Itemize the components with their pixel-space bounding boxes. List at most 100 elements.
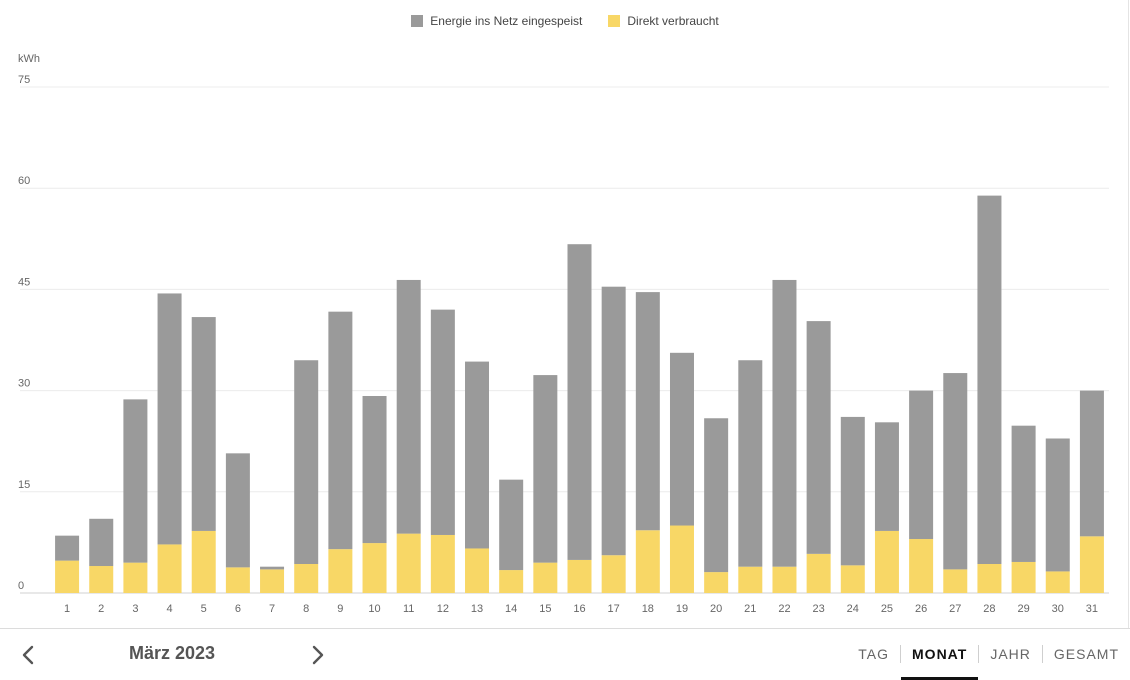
bar-segment[interactable] — [430, 534, 455, 593]
y-tick-label: 75 — [18, 74, 30, 86]
x-tick-label: 7 — [269, 603, 275, 615]
bar-segment[interactable] — [362, 543, 387, 593]
bar-segment[interactable] — [396, 533, 421, 593]
bar-segment[interactable] — [430, 309, 455, 535]
bar-segment[interactable] — [1079, 536, 1104, 593]
legend-item-direct-use[interactable]: Direkt verbraucht — [608, 14, 719, 28]
bar-segment[interactable] — [225, 453, 250, 568]
x-tick-label: 4 — [167, 603, 173, 615]
tab-divider — [1041, 645, 1043, 663]
bar-segment[interactable] — [806, 321, 831, 554]
x-tick-label: 18 — [642, 603, 654, 615]
bar-segment[interactable] — [1079, 390, 1104, 537]
x-tick-label: 5 — [201, 603, 207, 615]
bar-segment[interactable] — [738, 566, 763, 593]
x-tick-label: 27 — [949, 603, 961, 615]
bar-segment[interactable] — [328, 311, 353, 550]
chevron-right-icon[interactable] — [305, 643, 329, 667]
bars — [55, 195, 1104, 593]
bar-segment[interactable] — [465, 548, 490, 593]
bar-segment[interactable] — [89, 566, 114, 593]
bar-segment[interactable] — [909, 539, 934, 593]
bar-segment[interactable] — [533, 562, 558, 593]
tab-gesamt[interactable]: GESAMT — [1053, 646, 1119, 662]
x-tick-label: 28 — [983, 603, 995, 615]
bar-segment[interactable] — [704, 572, 729, 593]
chart-right-border — [1128, 0, 1129, 628]
bar-segment[interactable] — [123, 399, 148, 563]
bar-segment[interactable] — [260, 566, 285, 570]
bar-segment[interactable] — [977, 563, 1002, 593]
bar-segment[interactable] — [55, 535, 80, 561]
bar-segment[interactable] — [943, 569, 968, 593]
bar-segment[interactable] — [601, 555, 626, 593]
x-tick-label: 19 — [676, 603, 688, 615]
x-tick-label: 10 — [368, 603, 380, 615]
bar-segment[interactable] — [1045, 438, 1070, 572]
tab-tag[interactable]: TAG — [858, 646, 890, 662]
period-footer: März 2023 TAG MONAT JAHR GESAMT — [0, 628, 1130, 680]
bar-segment[interactable] — [977, 195, 1002, 564]
bar-segment[interactable] — [260, 569, 285, 593]
legend-label-grid-feed: Energie ins Netz eingespeist — [430, 14, 583, 28]
x-tick-label: 9 — [337, 603, 343, 615]
x-tick-label: 16 — [573, 603, 585, 615]
legend-swatch-direct-use — [608, 15, 621, 27]
x-tick-label: 1 — [64, 603, 70, 615]
bar-segment[interactable] — [396, 279, 421, 534]
x-tick-label: 12 — [437, 603, 449, 615]
bar-segment[interactable] — [635, 530, 660, 593]
bar-segment[interactable] — [874, 530, 899, 593]
bar-segment[interactable] — [943, 373, 968, 570]
x-tick-label: 29 — [1017, 603, 1029, 615]
x-tick-label: 21 — [744, 603, 756, 615]
bar-segment[interactable] — [874, 422, 899, 531]
bar-segment[interactable] — [669, 525, 694, 593]
bar-segment[interactable] — [362, 395, 387, 544]
x-tick-label: 31 — [1086, 603, 1098, 615]
bar-segment[interactable] — [191, 317, 216, 531]
chart-legend: Energie ins Netz eingespeist Direkt verb… — [0, 14, 1130, 28]
bar-segment[interactable] — [55, 560, 80, 593]
bar-segment[interactable] — [89, 518, 114, 567]
y-tick-label: 0 — [18, 580, 24, 592]
legend-label-direct-use: Direkt verbraucht — [627, 14, 719, 28]
y-tick-label: 60 — [18, 175, 30, 187]
tab-monat[interactable]: MONAT — [901, 629, 979, 680]
bar-segment[interactable] — [157, 544, 182, 593]
bar-segment[interactable] — [533, 375, 558, 563]
bar-segment[interactable] — [465, 361, 490, 549]
bar-segment[interactable] — [294, 360, 319, 564]
bar-segment[interactable] — [123, 562, 148, 593]
x-tick-label: 13 — [471, 603, 483, 615]
bar-segment[interactable] — [909, 390, 934, 540]
chevron-left-icon[interactable] — [17, 643, 41, 667]
bar-segment[interactable] — [840, 416, 865, 566]
bar-segment[interactable] — [635, 292, 660, 531]
bar-segment[interactable] — [772, 279, 797, 567]
bar-segment[interactable] — [499, 570, 524, 593]
bar-segment[interactable] — [772, 566, 797, 593]
bar-segment[interactable] — [191, 530, 216, 593]
tab-jahr[interactable]: JAHR — [990, 646, 1031, 662]
bar-segment[interactable] — [1011, 561, 1036, 593]
x-tick-label: 2 — [98, 603, 104, 615]
bar-segment[interactable] — [157, 293, 182, 545]
x-tick-label: 11 — [403, 603, 414, 615]
bar-segment[interactable] — [328, 549, 353, 593]
bar-segment[interactable] — [738, 360, 763, 567]
bar-segment[interactable] — [567, 244, 592, 560]
bar-segment[interactable] — [1011, 425, 1036, 562]
bar-segment[interactable] — [806, 553, 831, 593]
bar-segment[interactable] — [225, 567, 250, 593]
legend-item-grid-feed[interactable]: Energie ins Netz eingespeist — [411, 14, 582, 28]
bar-segment[interactable] — [704, 418, 729, 573]
bar-segment[interactable] — [1045, 571, 1070, 593]
bar-segment[interactable] — [601, 286, 626, 556]
bar-segment[interactable] — [567, 559, 592, 593]
x-tick-label: 20 — [710, 603, 722, 615]
bar-segment[interactable] — [669, 352, 694, 526]
bar-segment[interactable] — [499, 479, 524, 571]
bar-segment[interactable] — [840, 565, 865, 593]
bar-segment[interactable] — [294, 563, 319, 593]
